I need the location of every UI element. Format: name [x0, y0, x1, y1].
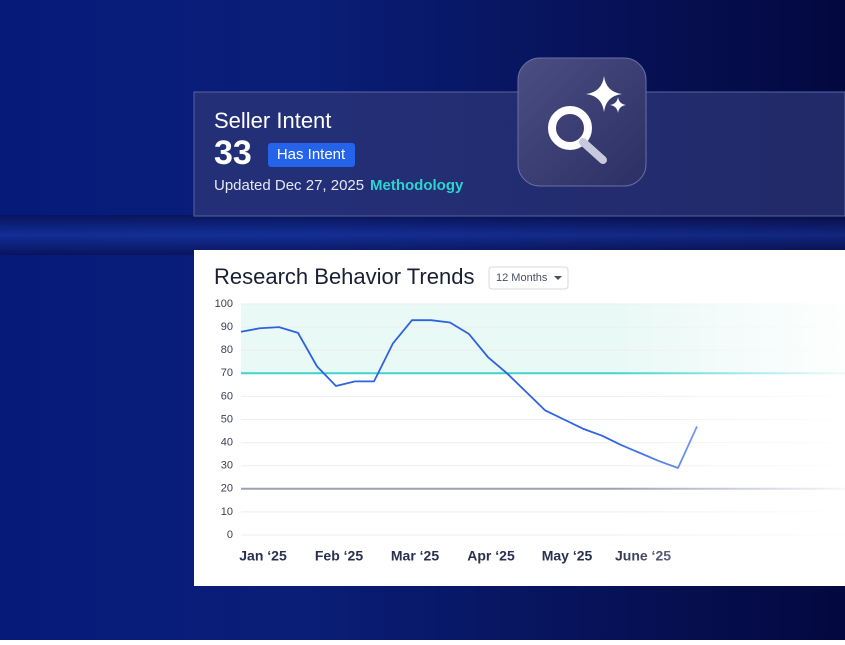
x-tick-label: Mar ‘25 [391, 548, 439, 564]
sparkle [586, 76, 622, 112]
y-tick-label: 70 [221, 367, 233, 379]
y-tick-label: 20 [221, 483, 233, 495]
range-select-text: 12 Months [496, 272, 548, 284]
magnifier [548, 106, 592, 150]
x-tick-label: Jan ‘25 [239, 548, 287, 564]
methodology-link[interactable]: Methodology [370, 177, 464, 194]
y-tick-label: 80 [221, 344, 233, 356]
y-tick-label: 90 [221, 321, 233, 333]
y-tick-label: 30 [221, 460, 233, 472]
magnifier-handle [579, 138, 607, 164]
score: 33 [214, 134, 252, 172]
x-tick-label: Apr ‘25 [467, 548, 515, 564]
updated: Updated Dec 27, 2025 [214, 177, 364, 194]
fade-overlay [610, 295, 845, 575]
card-title: Seller Intent [214, 108, 331, 133]
badge-text: Has Intent [277, 146, 346, 163]
dropdown-caret [554, 276, 562, 280]
badge [268, 143, 355, 167]
chart-title: Research Behavior Trends [214, 264, 474, 289]
y-tick-label: 60 [221, 390, 233, 402]
y-tick-label: 0 [227, 529, 233, 541]
y-tick-label: 40 [221, 437, 233, 449]
y-tick-label: 100 [215, 298, 233, 310]
x-tick-label: May ‘25 [542, 548, 593, 564]
search-icon [517, 57, 647, 187]
range-select[interactable] [488, 266, 569, 290]
y-tick-label: 10 [221, 506, 233, 518]
sparkle [610, 97, 626, 113]
x-tick-label: Feb ‘25 [315, 548, 363, 564]
y-tick-label: 50 [221, 413, 233, 425]
glow [0, 215, 845, 255]
